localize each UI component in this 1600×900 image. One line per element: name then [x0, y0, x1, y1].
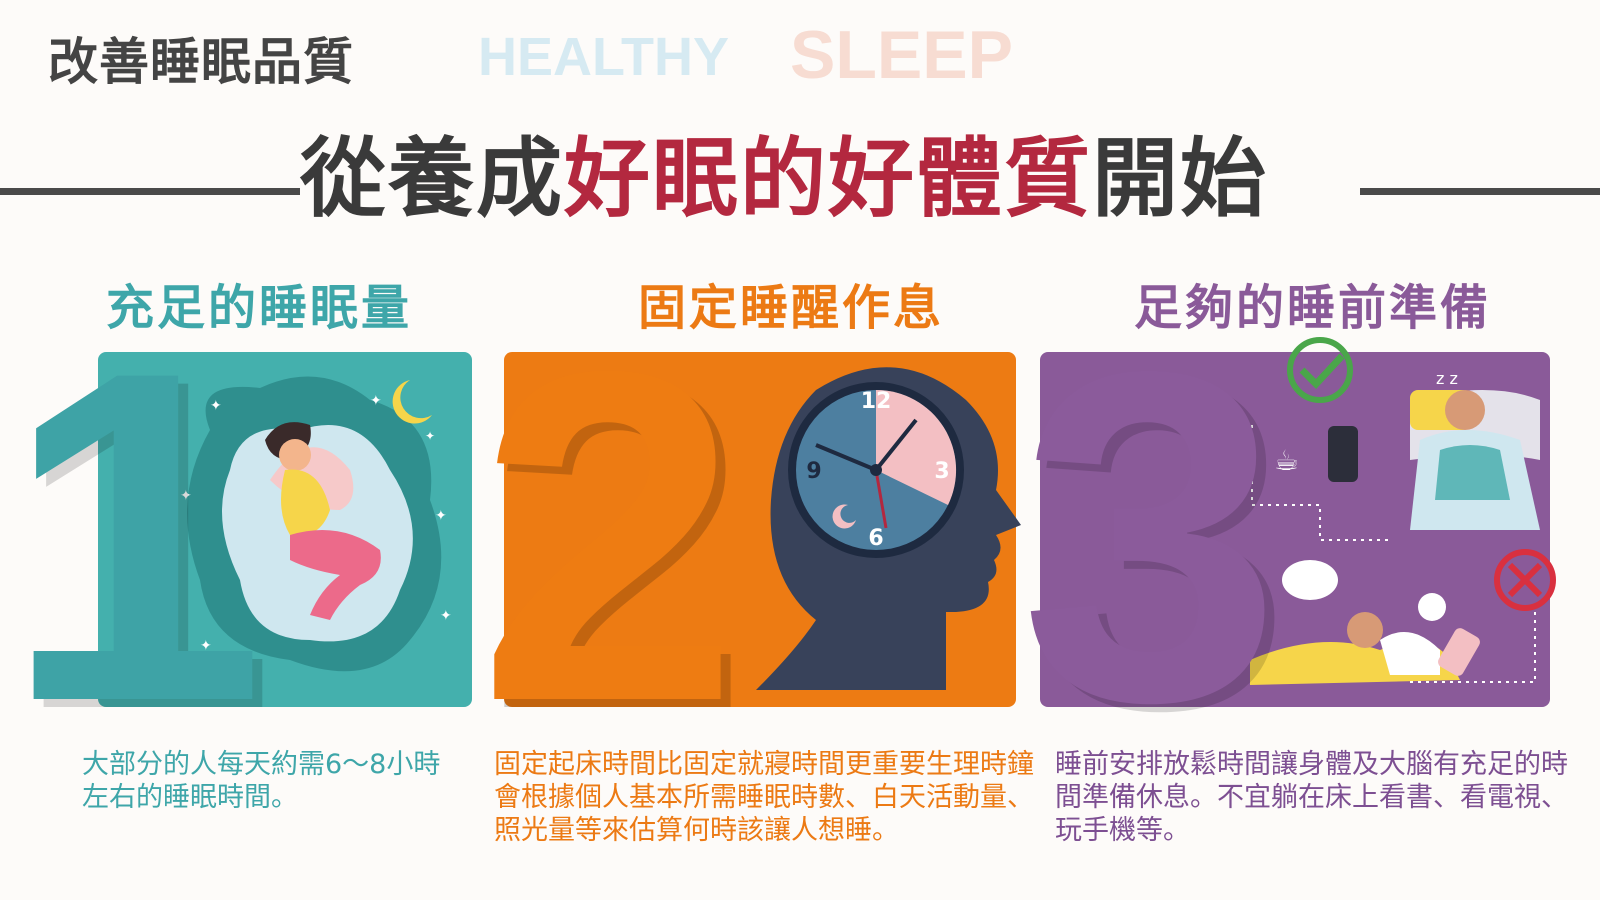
- star-icon: ✦: [435, 508, 447, 524]
- section-2-number: 2: [478, 274, 740, 799]
- page-title: 從養成好眠的好體質開始: [300, 108, 1268, 233]
- coffee-cup-icon: ☕: [1274, 444, 1299, 477]
- section-2-title: 固定睡醒作息: [638, 280, 945, 336]
- clock-icon: 12 3 6 9: [788, 382, 964, 558]
- section-3-number: 3: [1020, 274, 1282, 799]
- section-3-description: 睡前安排放鬆時間讓身體及大腦有充足的時間準備休息。不宜躺在床上看書、看電視、玩手…: [1055, 749, 1568, 846]
- header-rule-left: [0, 188, 300, 195]
- header-en-healthy: HEALTHY: [478, 27, 729, 87]
- thought-bubble-icon: [1282, 560, 1338, 600]
- section-3-title: 足夠的睡前準備: [1134, 280, 1492, 336]
- section-2-description: 固定起床時間比固定就寢時間更重要生理時鐘會根據個人基本所需睡眠時數、白天活動量、…: [494, 749, 1034, 846]
- star-icon: ✦: [200, 638, 212, 654]
- title-suffix: 開始: [1092, 129, 1268, 229]
- star-icon: ✦: [425, 429, 435, 443]
- sleeping-woman-illustration: ✦ ✦ ✦ ✦ ✦ ✦ ✦: [180, 376, 452, 672]
- bedtime-prep-illustration: z z ☕: [1250, 337, 1556, 685]
- section-1-number: 1: [4, 274, 266, 799]
- title-accent: 好眠的好體質: [564, 129, 1092, 229]
- star-icon: ✦: [370, 393, 382, 409]
- header-subtitle: 改善睡眠品質: [48, 33, 354, 91]
- header-rule-right: [1360, 188, 1600, 195]
- header-en-sleep: SLEEP: [790, 17, 1013, 93]
- cross-icon: [1494, 549, 1556, 611]
- star-icon: ✦: [210, 398, 222, 414]
- check-icon: [1287, 337, 1353, 403]
- section-1-description: 大部分的人每天約需6～8小時左右的睡眠時間。: [82, 749, 441, 813]
- title-prefix: 從養成: [300, 129, 564, 229]
- star-icon: ✦: [440, 608, 452, 624]
- small-clock-icon: [1418, 593, 1446, 621]
- clock-3: 3: [934, 459, 949, 484]
- head-clock-illustration: 12 3 6 9: [756, 367, 1021, 690]
- section-1-title: 充足的睡眠量: [106, 280, 413, 336]
- clock-9: 9: [806, 459, 821, 484]
- clock-6: 6: [868, 526, 883, 551]
- clock-12: 12: [861, 389, 892, 414]
- star-icon: ✦: [180, 488, 192, 504]
- sleep-z-icon: z z: [1436, 369, 1458, 388]
- phone-icon: [1328, 426, 1358, 482]
- pill-pack-icon: [1438, 628, 1480, 676]
- moon-icon: [392, 380, 432, 424]
